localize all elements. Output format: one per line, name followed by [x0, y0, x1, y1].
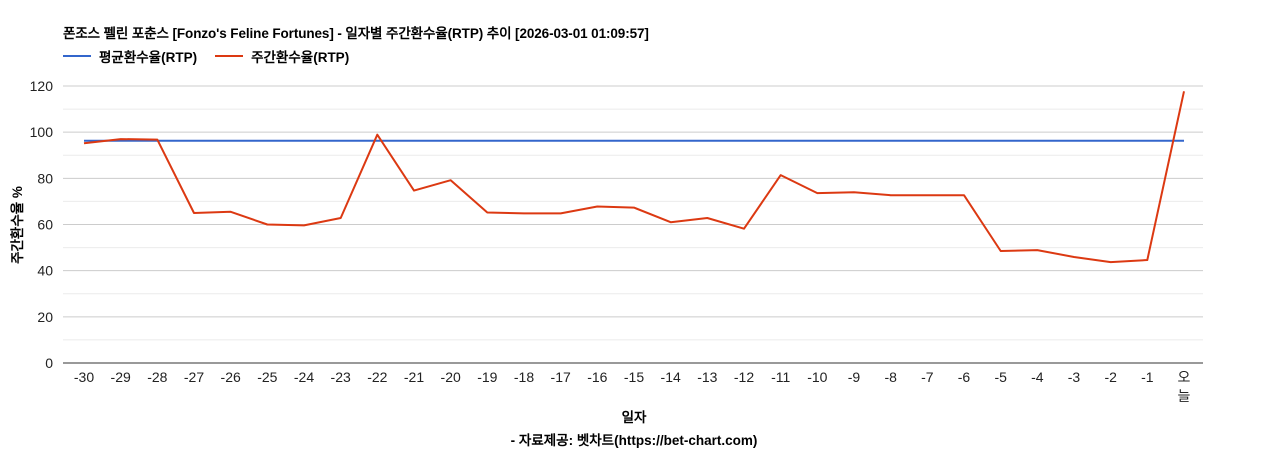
- chart-title: 폰조스 펠린 포춘스 [Fonzo's Feline Fortunes] - 일…: [63, 26, 649, 41]
- x-tick-label: -30: [74, 369, 94, 385]
- x-tick-label: -16: [587, 369, 607, 385]
- x-tick-label: 늘: [1178, 388, 1191, 404]
- y-axis-ticks: 0 20 40 60 80 100 120: [30, 78, 54, 371]
- x-tick-label: -11: [771, 369, 790, 385]
- y-tick-label: 20: [37, 309, 53, 325]
- x-tick-label: -27: [184, 369, 204, 385]
- y-tick-label: 0: [45, 355, 53, 371]
- x-tick-label: -19: [477, 369, 497, 385]
- legend-swatch-weekly: [215, 55, 244, 57]
- x-tick-label: -13: [697, 369, 717, 385]
- y-tick-label: 60: [37, 217, 53, 233]
- y-tick-label: 100: [30, 124, 54, 140]
- data-lines: [83, 91, 1185, 264]
- y-tick-label: 80: [37, 170, 53, 186]
- legend-label-weekly: 주간환수율(RTP): [251, 50, 350, 65]
- weekly-rtp-line: [83, 91, 1185, 264]
- x-tick-label: -15: [624, 369, 644, 385]
- x-tick-label: -17: [551, 369, 571, 385]
- x-tick-label: -7: [921, 369, 934, 385]
- data-source-credit: - 자료제공: 벳차트(https://bet-chart.com): [510, 433, 758, 448]
- x-tick-label: -29: [111, 369, 131, 385]
- x-tick-label: -1: [1141, 369, 1154, 385]
- x-tick-label: -2: [1104, 369, 1117, 385]
- x-tick-label: -14: [661, 369, 681, 385]
- legend-swatch-average: [63, 55, 91, 57]
- x-tick-label: -22: [367, 369, 387, 385]
- x-axis-label: 일자: [621, 410, 647, 425]
- x-tick-label: -24: [294, 369, 314, 385]
- chart-legend: 평균환수율(RTP) 주간환수율(RTP): [63, 46, 367, 66]
- legend-item-average-rtp[interactable]: 평균환수율(RTP): [63, 46, 197, 66]
- x-tick-label: -8: [884, 369, 897, 385]
- x-tick-label: -6: [958, 369, 971, 385]
- y-axis-label: 주간환수율 %: [10, 186, 25, 264]
- x-tick-label: -10: [807, 369, 827, 385]
- x-tick-label: 오: [1178, 369, 1191, 385]
- x-tick-label: -4: [1031, 369, 1044, 385]
- x-tick-label: -9: [848, 369, 861, 385]
- y-tick-label: 120: [30, 78, 54, 94]
- x-tick-label: -5: [994, 369, 1007, 385]
- x-tick-label: -26: [221, 369, 241, 385]
- x-axis-ticks: -30 -29 -28 -27 -26 -25 -24 -23 -22 -21 -20 -19 -18 -…: [74, 369, 1191, 404]
- legend-label-average: 평균환수율(RTP): [99, 50, 198, 65]
- x-tick-label: -18: [514, 369, 534, 385]
- x-tick-label: -28: [147, 369, 167, 385]
- legend-item-weekly-rtp[interactable]: 주간환수율(RTP): [215, 46, 349, 66]
- x-tick-label: -12: [734, 369, 754, 385]
- x-tick-label: -21: [404, 369, 424, 385]
- x-tick-label: -3: [1068, 369, 1081, 385]
- gridlines: [63, 85, 1203, 364]
- x-tick-label: -23: [331, 369, 351, 385]
- x-tick-label: -20: [441, 369, 461, 385]
- x-tick-label: -25: [257, 369, 277, 385]
- y-tick-label: 40: [37, 263, 53, 279]
